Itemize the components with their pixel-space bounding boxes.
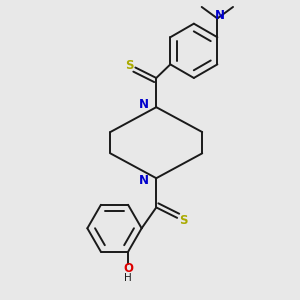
Text: H: H bbox=[124, 273, 132, 283]
Text: O: O bbox=[123, 262, 133, 275]
Text: N: N bbox=[139, 174, 149, 187]
Text: S: S bbox=[125, 59, 134, 72]
Text: N: N bbox=[214, 9, 224, 22]
Text: S: S bbox=[179, 214, 187, 227]
Text: N: N bbox=[139, 98, 149, 111]
